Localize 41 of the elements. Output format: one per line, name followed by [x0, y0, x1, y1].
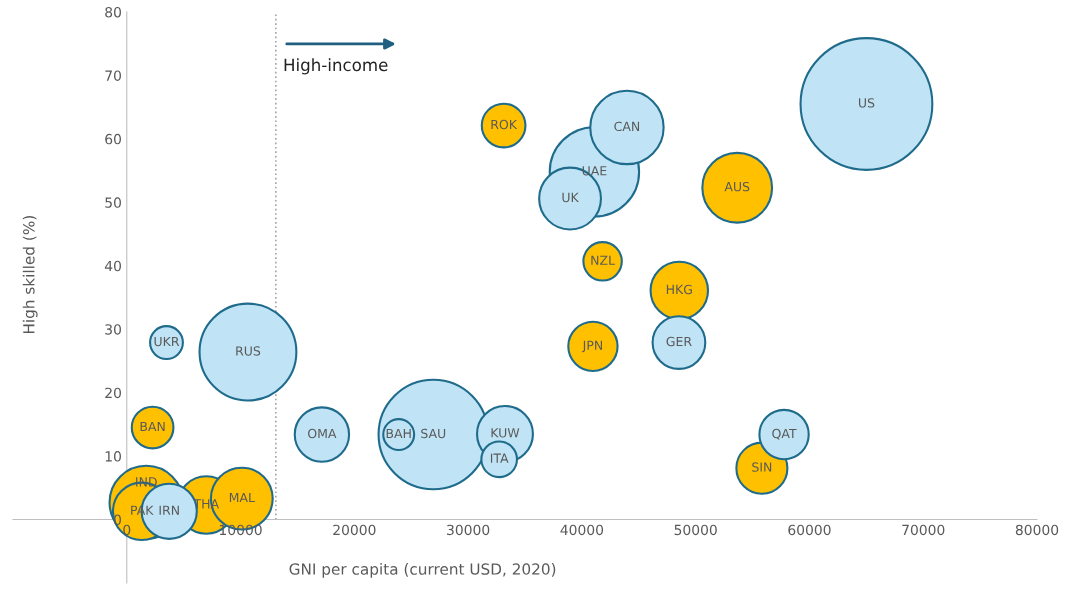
annotation: AUS [724, 181, 750, 192]
annotation: QAT [772, 428, 797, 440]
y-tick-label: 80 [105, 6, 121, 18]
y-tick-label: 50 [105, 197, 121, 208]
x-axis-title: GNI per capita (current USD, 2020) [289, 563, 556, 578]
annotation: RUS [236, 346, 261, 356]
annotation: UK [562, 192, 579, 203]
annotation: BAN [140, 421, 165, 432]
x-tick-label: 50000 [674, 524, 717, 536]
y-axis-title: High skilled (%) [22, 216, 38, 334]
annotation: SIN [752, 462, 772, 472]
annotation: KUW [491, 428, 520, 438]
annotation: GER [666, 336, 692, 347]
x-tick-label: 30000 [447, 524, 490, 536]
annotation: JPN [581, 340, 602, 353]
x-tick-label: 70000 [902, 524, 945, 536]
y-tick-label: 10 [105, 451, 121, 462]
annotation: ROK [491, 119, 518, 130]
x-tick-label: 80000 [1015, 524, 1059, 536]
annotation: PAK [131, 505, 154, 515]
annotation: BAH [386, 428, 411, 438]
annotation: CAN [614, 121, 640, 132]
annotation: NZL [591, 255, 615, 265]
annotation: MAL [229, 492, 255, 503]
annotation: SAU [421, 428, 446, 439]
annotation: HKG [666, 284, 692, 295]
y-tick-label: 30 [105, 324, 121, 335]
x-tick-label: 20000 [333, 524, 376, 536]
x-tick-label: 60000 [788, 524, 831, 536]
annotation: OMA [308, 428, 337, 439]
annotation: IRN [159, 505, 179, 515]
annotation: US [858, 98, 875, 108]
annotation: UKR [154, 336, 180, 347]
y-tick-label: 40 [104, 260, 121, 272]
ref-line-label: High-income [284, 58, 388, 75]
y-tick-label: 20 [105, 387, 121, 399]
annotation: ITA [490, 453, 509, 463]
y-tick-label: 60 [105, 133, 121, 145]
x-tick-label: 40000 [560, 524, 604, 536]
y-tick-label: 70 [105, 70, 121, 81]
x-tick-label: 0 [123, 524, 131, 536]
